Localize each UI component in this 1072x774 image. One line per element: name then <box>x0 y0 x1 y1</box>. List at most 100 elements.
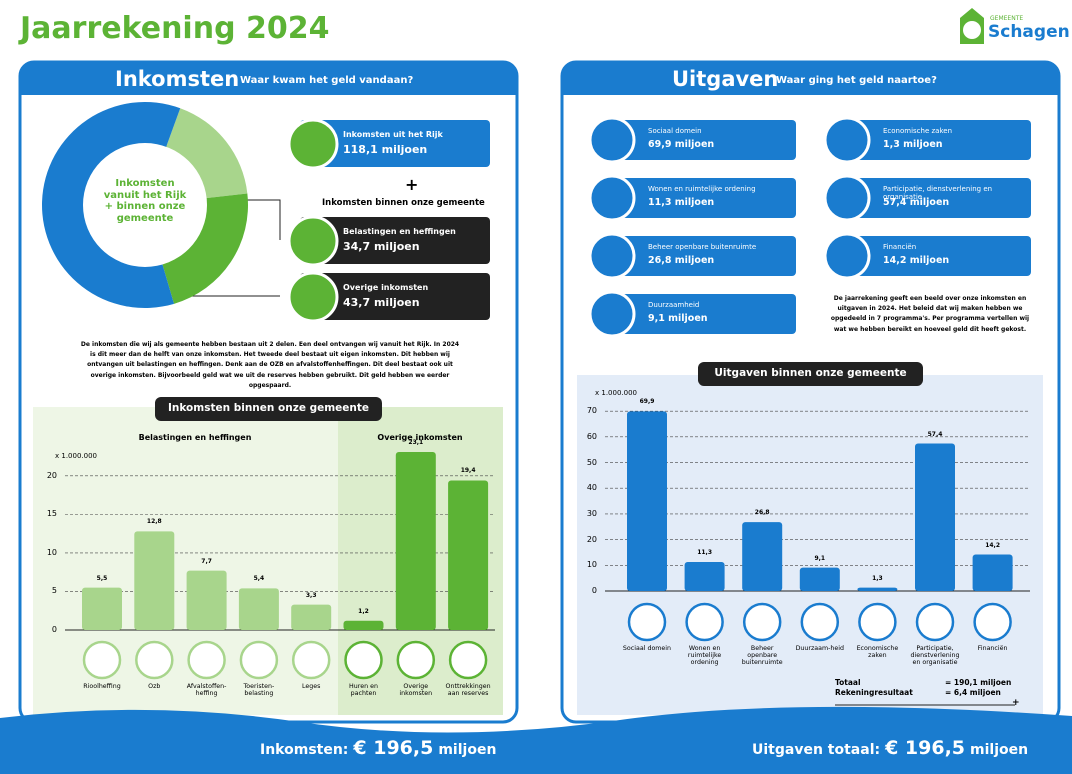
y-tick-label: 10 <box>586 560 597 570</box>
y-tick-label: 15 <box>46 509 57 519</box>
x-tick-label: Toeristen-belasting <box>243 683 275 698</box>
total-label: Totaal <box>835 678 861 687</box>
pill <box>698 362 923 386</box>
card-label: Economische zaken <box>883 127 953 135</box>
donut-segment <box>160 193 248 304</box>
x-tick-label: Wonen en ruimtelijke ordening <box>687 645 722 667</box>
x-tick-label: Huren en pachten <box>349 683 378 698</box>
total-label: Rekeningresultaat <box>835 688 913 697</box>
value-label: 19,4 <box>460 467 476 475</box>
bar <box>395 451 436 630</box>
card-icon <box>823 116 871 164</box>
logo-small: GEMEENTE <box>990 15 1024 22</box>
bar <box>82 587 122 630</box>
paragraph: De jaarrekening geeft een beeld over onz… <box>830 295 1030 333</box>
pill <box>155 397 382 421</box>
y-tick-label: 5 <box>51 586 57 596</box>
bar <box>291 604 332 630</box>
value-label: 1,3 <box>872 574 883 582</box>
footer-label: Inkomsten: <box>260 742 349 758</box>
card-amount: 118,1 miljoen <box>343 143 428 156</box>
category-icon <box>291 640 331 680</box>
category-icon <box>396 640 436 680</box>
y-tick-label: 40 <box>586 483 597 493</box>
value-label: 26,8 <box>754 509 770 517</box>
logo-name: Schagen <box>988 22 1070 42</box>
card-icon <box>823 232 871 280</box>
panel-title: Uitgaven <box>672 67 779 91</box>
card-icon <box>588 174 636 222</box>
card <box>300 273 490 320</box>
group-label: Belastingen en heffingen <box>138 433 252 442</box>
category-icon <box>135 640 174 680</box>
bar <box>448 480 489 630</box>
panel-subtitle: Waar ging het geld naartoe? <box>776 75 937 86</box>
x-tick-label: Ozb <box>148 683 161 690</box>
y-tick-label: 0 <box>591 586 597 595</box>
card <box>835 236 1031 276</box>
footer-amount: € 196,5 <box>885 737 966 759</box>
x-tick-label: Overige inkomsten <box>399 683 433 698</box>
x-tick-label: Leges <box>301 683 321 690</box>
panel-subtitle: Waar kwam het geld vandaan? <box>240 75 414 86</box>
panel-title: Inkomsten <box>115 67 240 91</box>
card <box>300 120 490 167</box>
y-tick-label: 60 <box>586 431 597 441</box>
category-icon <box>742 602 782 642</box>
y-tick-label: 50 <box>586 457 597 467</box>
footer-total: Uitgaven totaal: € 196,5 miljoen <box>752 737 1028 760</box>
right-header <box>562 62 1059 95</box>
card-label: Beheer openbare buitenruimte <box>648 243 757 251</box>
plus: + <box>405 175 419 194</box>
value-label: 5,4 <box>253 575 265 583</box>
group-label: Overige inkomsten <box>377 433 463 442</box>
card-label: Duurzaamheid <box>648 301 700 309</box>
bar <box>742 522 783 591</box>
card <box>600 178 796 218</box>
category-icon <box>344 640 383 680</box>
value-label: 3,3 <box>305 591 317 599</box>
card <box>600 120 796 160</box>
value-label: 57,4 <box>927 430 943 438</box>
value-label: 14,2 <box>985 541 1000 549</box>
logo-dot <box>963 21 981 39</box>
value-label: 12,8 <box>146 518 162 526</box>
bar <box>134 531 175 630</box>
bar <box>799 567 840 591</box>
y-tick-label: 20 <box>586 534 597 544</box>
donut-label: Inkomsten vanuit het Rijk + binnen onze … <box>103 178 187 224</box>
bar <box>915 443 955 591</box>
value-label: 11,3 <box>697 548 712 556</box>
card <box>600 236 796 276</box>
card-label: Overige inkomsten <box>343 283 429 292</box>
group-heading: Inkomsten binnen onze gemeente <box>322 198 485 208</box>
card-label: Financiën <box>883 243 917 251</box>
y-tick-label: 0 <box>51 625 57 634</box>
x-tick-label: Rioolheffing <box>83 683 121 690</box>
category-icon <box>915 602 955 642</box>
x-tick-label: Participatie, dienstverlening en organis… <box>910 645 960 667</box>
footer-total: Inkomsten: € 196,5 miljoen <box>260 737 496 760</box>
footer-label: Uitgaven totaal: <box>752 742 881 758</box>
card-amount: 1,3 miljoen <box>883 139 943 150</box>
x-tick-label: Onttrekkingen aan reserves <box>445 683 491 698</box>
card-amount: 11,3 miljoen <box>648 197 715 208</box>
footer-wave <box>0 706 1072 774</box>
value-label: 23,1 <box>408 438 424 446</box>
chart-title: Uitgaven binnen onze gemeente <box>714 367 907 379</box>
card-amount: 26,8 miljoen <box>648 255 715 266</box>
bar <box>238 588 279 630</box>
card-icon <box>588 232 636 280</box>
value-label: 1,2 <box>358 607 369 615</box>
paragraph: De inkomsten die wij als gemeente hebben… <box>80 341 460 389</box>
y-tick-label: 30 <box>586 508 597 518</box>
x-tick-label: Economische zaken <box>856 645 899 660</box>
card-label: Belastingen en heffingen <box>343 227 456 236</box>
card-amount: 14,2 miljoen <box>883 255 950 266</box>
bar <box>343 620 384 630</box>
bar <box>972 554 1013 591</box>
x-tick-label: Beheer openbare buitenruimte <box>741 645 783 667</box>
y-tick-label: 70 <box>586 406 597 416</box>
